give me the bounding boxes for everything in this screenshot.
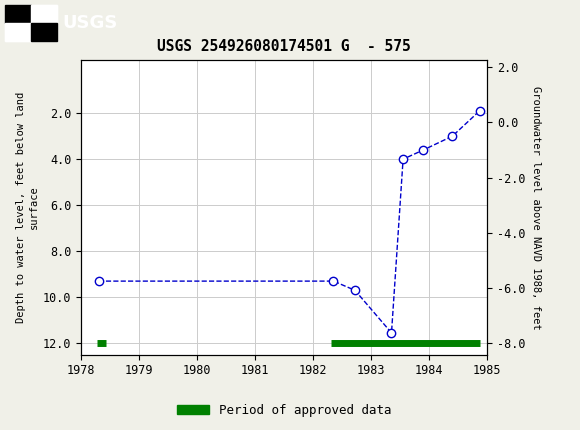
Text: USGS 254926080174501 G  - 575: USGS 254926080174501 G - 575 — [157, 39, 411, 54]
Y-axis label: Groundwater level above NAVD 1988, feet: Groundwater level above NAVD 1988, feet — [531, 86, 541, 329]
Bar — [5, 4, 31, 22]
Bar — [5, 22, 31, 41]
Bar — [31, 22, 57, 41]
Bar — [5, 4, 57, 41]
Bar — [31, 4, 57, 22]
Text: USGS: USGS — [63, 14, 118, 31]
Legend: Period of approved data: Period of approved data — [172, 399, 396, 421]
Y-axis label: Depth to water level, feet below land
surface: Depth to water level, feet below land su… — [16, 92, 39, 323]
